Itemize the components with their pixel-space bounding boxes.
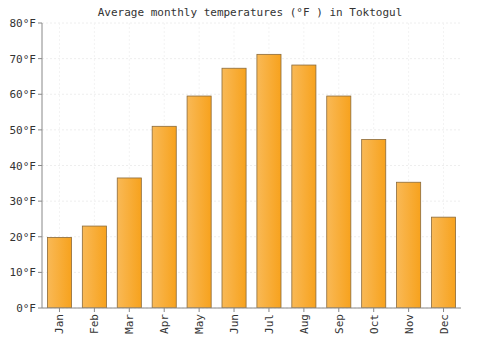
x-tick bbox=[94, 308, 95, 312]
grid-line bbox=[42, 308, 461, 309]
y-tick-label: 50°F bbox=[10, 124, 37, 137]
x-tick bbox=[59, 308, 60, 312]
bar bbox=[397, 182, 421, 308]
bar bbox=[431, 217, 455, 308]
y-tick bbox=[38, 201, 42, 202]
x-tick-label: Jan bbox=[53, 314, 66, 334]
bars bbox=[47, 54, 455, 308]
title: Average monthly temperatures (°F ) in To… bbox=[98, 6, 403, 19]
x-tick-label: Sep bbox=[333, 314, 346, 334]
grid-line bbox=[42, 23, 461, 24]
x-tick-label: Nov bbox=[403, 314, 416, 334]
x-tick bbox=[443, 308, 444, 312]
bar bbox=[257, 54, 281, 308]
bar bbox=[222, 68, 246, 308]
y-tick-label: 30°F bbox=[10, 195, 37, 208]
bar bbox=[47, 237, 71, 308]
y-tick bbox=[38, 308, 42, 309]
x-tick-label: Apr bbox=[158, 314, 171, 334]
y-axis bbox=[42, 23, 43, 308]
chart-container: Average monthly temperatures (°F ) in To… bbox=[0, 0, 500, 350]
y-tick-label: 40°F bbox=[10, 160, 37, 173]
y-tick bbox=[38, 165, 42, 166]
x-axis bbox=[42, 308, 461, 309]
bar bbox=[292, 65, 316, 308]
bar bbox=[152, 126, 176, 308]
x-tick-label: Aug bbox=[298, 314, 311, 334]
y-tick bbox=[38, 236, 42, 237]
grid-line bbox=[42, 129, 461, 130]
x-tick-label: Jul bbox=[263, 314, 276, 334]
x-tick-label: Jun bbox=[228, 314, 241, 334]
x-tick-label: Dec bbox=[438, 314, 451, 334]
y-tick-label: 0°F bbox=[16, 302, 36, 315]
y-tick bbox=[38, 58, 42, 59]
x-tick-label: Feb bbox=[88, 314, 101, 334]
y-tick bbox=[38, 129, 42, 130]
x-tick bbox=[303, 308, 304, 312]
bar bbox=[362, 139, 386, 308]
x-tick-label: Oct bbox=[368, 314, 381, 334]
x-tick bbox=[338, 308, 339, 312]
grid-line bbox=[42, 94, 461, 95]
bar bbox=[327, 96, 351, 308]
y-tick-label: 70°F bbox=[10, 53, 37, 66]
x-tick bbox=[268, 308, 269, 312]
grid-line bbox=[42, 165, 461, 166]
grid-line bbox=[42, 58, 461, 59]
y-tick-label: 60°F bbox=[10, 88, 37, 101]
bar bbox=[82, 226, 106, 308]
x-tick bbox=[164, 308, 165, 312]
y-tick-label: 80°F bbox=[10, 17, 37, 30]
x-tick-label: May bbox=[193, 314, 206, 334]
chart-svg: Average monthly temperatures (°F ) in To… bbox=[0, 0, 500, 350]
y-tick bbox=[38, 94, 42, 95]
x-tick bbox=[373, 308, 374, 312]
x-tick-label: Mar bbox=[123, 314, 136, 334]
y-tick-label: 20°F bbox=[10, 231, 37, 244]
y-tick-label: 10°F bbox=[10, 266, 37, 279]
x-tick bbox=[408, 308, 409, 312]
bar bbox=[187, 96, 211, 308]
x-tick bbox=[199, 308, 200, 312]
y-tick bbox=[38, 23, 42, 24]
y-tick bbox=[38, 272, 42, 273]
x-tick bbox=[129, 308, 130, 312]
bar bbox=[117, 178, 141, 308]
x-tick bbox=[234, 308, 235, 312]
